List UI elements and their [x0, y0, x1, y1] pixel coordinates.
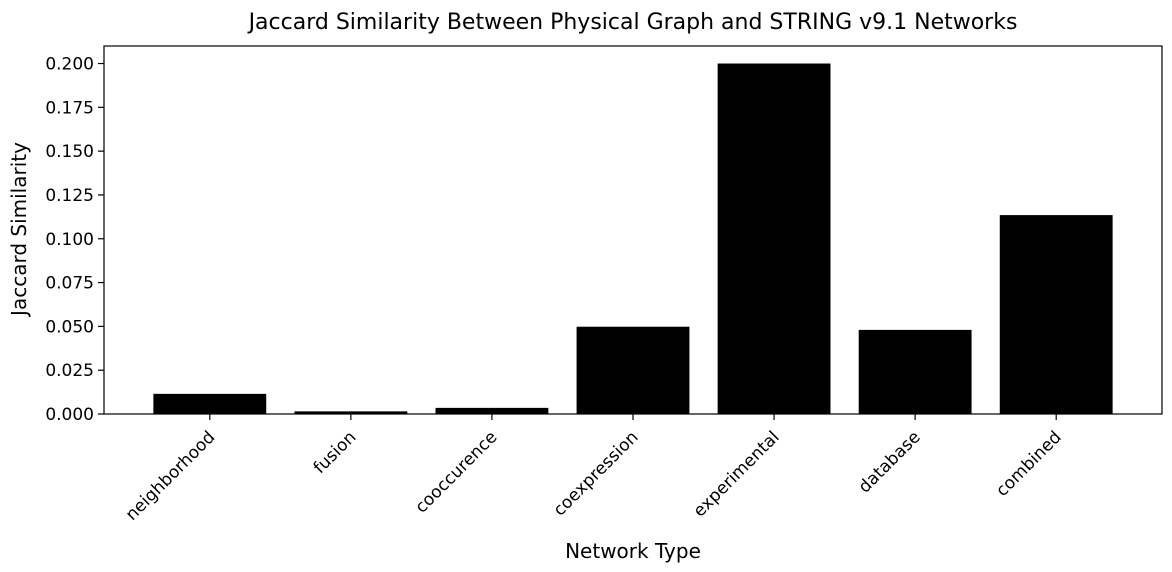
y-tick-label: 0.175 [45, 98, 94, 118]
x-tick-label-combined: combined [992, 427, 1065, 500]
bar-database [858, 329, 972, 414]
bar-cooccurence [435, 407, 549, 414]
y-tick-label: 0.075 [45, 274, 94, 294]
x-tick-label-fusion: fusion [310, 427, 361, 478]
x-tick-label-experimental: experimental [690, 427, 784, 521]
y-tick-label: 0.150 [45, 142, 94, 162]
y-tick-label: 0.000 [45, 405, 94, 425]
y-axis-label: Jaccard Similarity [7, 142, 31, 318]
y-tick-label: 0.025 [45, 361, 94, 381]
bar-fusion [294, 411, 408, 414]
chart-title: Jaccard Similarity Between Physical Grap… [247, 10, 1018, 35]
plot-area: 0.000 0.025 0.050 0.075 0.100 0.125 0.150 0.175… [45, 45, 1163, 525]
y-tick-label: 0.050 [45, 317, 94, 337]
x-tick-label-cooccurence: cooccurence [411, 427, 501, 517]
y-tick-label: 0.100 [45, 230, 94, 250]
x-tick-label-neighborhood: neighborhood [122, 427, 219, 524]
x-tick-label-database: database [855, 427, 925, 497]
y-tick-label: 0.125 [45, 186, 94, 206]
x-tick-label-coexpression: coexpression [550, 427, 643, 520]
bar-neighborhood [153, 393, 267, 414]
bar-coexpression [576, 326, 690, 414]
y-tick-label: 0.200 [45, 55, 94, 75]
x-axis-label: Network Type [565, 539, 701, 563]
bar-combined [999, 215, 1113, 414]
bar-experimental [717, 63, 831, 415]
